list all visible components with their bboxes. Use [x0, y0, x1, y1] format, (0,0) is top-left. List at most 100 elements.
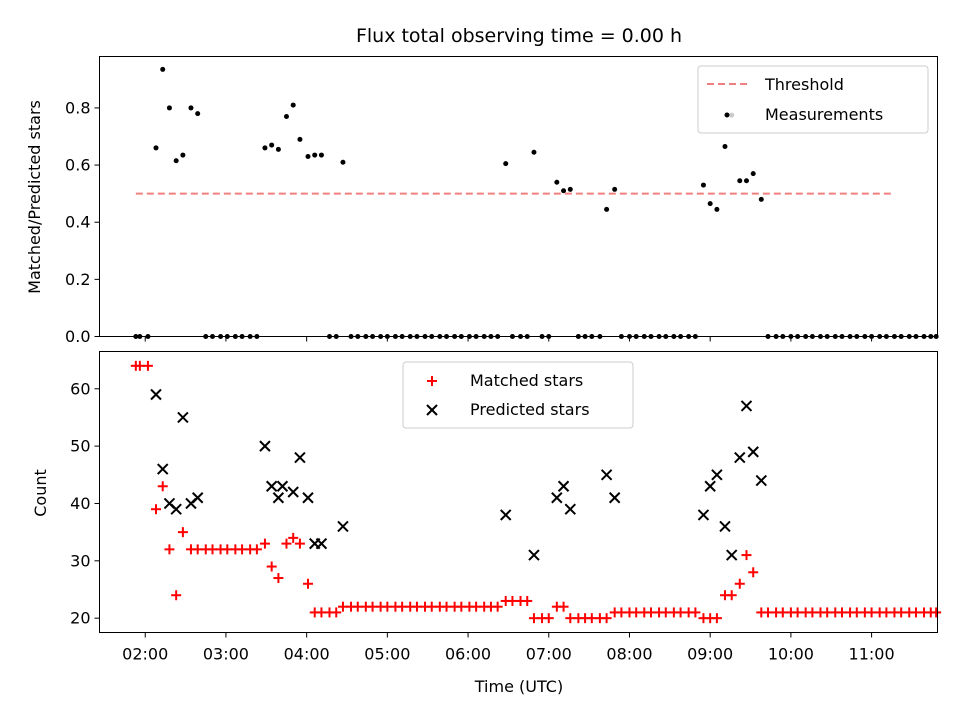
count-y-axis-label: Count	[31, 469, 50, 517]
matched-star-point	[177, 527, 188, 538]
ratio-axes: Flux total observing time = 0.00 h Match…	[25, 25, 939, 346]
x-tick-label: 11:00	[849, 645, 895, 664]
measurement-point	[612, 186, 618, 192]
measurement-point	[153, 145, 159, 151]
predicted-star-point	[697, 509, 710, 521]
predicted-star-point	[272, 492, 285, 504]
matched-star-point	[302, 578, 313, 589]
measurement-point	[160, 66, 166, 72]
matched-star-point	[522, 595, 533, 606]
measurement-point	[722, 144, 728, 149]
x-tick-label: 07:00	[526, 645, 572, 664]
matched-star-point	[492, 601, 503, 612]
matched-star-point	[288, 532, 299, 543]
matched-star-point	[748, 567, 759, 578]
predicted-star-point	[315, 537, 328, 550]
predicted-star-point	[557, 480, 570, 492]
count-plot-marks	[130, 360, 942, 624]
predicted-star-point	[719, 520, 731, 533]
count-axes-frame	[99, 351, 938, 633]
matched-star-point	[294, 538, 305, 549]
predicted-star-point	[755, 474, 767, 487]
legend-matched-label: Matched stars	[470, 371, 583, 390]
count-y-tick-label: 60	[70, 379, 90, 398]
measurement-point	[180, 152, 186, 158]
predicted-star-point	[259, 440, 271, 452]
predicted-star-point	[551, 492, 563, 504]
measurement-point	[503, 161, 509, 167]
matched-star-point	[273, 573, 284, 584]
matched-star-point	[281, 538, 292, 549]
measurement-point	[531, 149, 537, 155]
ratio-legend: Threshold Measurements	[697, 65, 929, 134]
matched-star-point	[331, 607, 342, 618]
x-axis-label: Time (UTC)	[474, 677, 563, 696]
measurement-point	[758, 196, 764, 202]
matched-star-point	[150, 504, 161, 515]
predicted-star-point	[704, 480, 716, 492]
predicted-star-point	[747, 446, 759, 458]
measurement-point	[290, 102, 296, 108]
x-tick-label: 06:00	[445, 645, 491, 664]
count-y-tick-label: 20	[70, 609, 90, 628]
measurement-point	[743, 178, 749, 184]
matched-star-point	[558, 601, 569, 612]
predicted-star-point	[276, 480, 289, 492]
count-y-tick-label: 40	[70, 494, 90, 513]
ratio-y-tick-label: 0.8	[65, 98, 90, 117]
matched-star-point	[259, 538, 270, 549]
measurement-point	[340, 159, 346, 165]
ratio-axes-frame	[99, 56, 938, 337]
x-tick-label: 04:00	[284, 645, 330, 664]
ratio-y-tick-label: 0.4	[65, 213, 90, 232]
count-axes: Count Time (UTC) 20 30 40 50 60 02:00 03:00 04:…	[31, 351, 942, 696]
ratio-y-axis-label: Matched/Predicted stars	[25, 100, 44, 294]
measurement-point	[188, 105, 194, 111]
matched-star-point	[171, 590, 182, 601]
x-tick-label: 09:00	[687, 645, 733, 664]
measurement-point	[312, 152, 318, 158]
measurement-point	[166, 105, 172, 111]
predicted-star-point	[725, 549, 738, 561]
legend-measurements-label: Measurements	[765, 105, 883, 124]
measurement-point	[283, 114, 289, 119]
legend-threshold-label: Threshold	[764, 75, 844, 94]
matched-star-point	[251, 544, 262, 555]
measurement-point	[173, 158, 179, 164]
predicted-star-point	[150, 388, 162, 401]
legend-predicted-label: Predicted stars	[470, 400, 590, 419]
predicted-star-point	[294, 451, 306, 464]
ratio-y-tick-label: 0.2	[65, 270, 90, 289]
measurement-point	[567, 186, 573, 192]
predicted-star-point	[528, 549, 540, 561]
predicted-star-point	[500, 509, 512, 521]
ratio-y-tick-label: 0.0	[65, 327, 90, 346]
measurement-point	[262, 145, 268, 151]
predicted-star-point	[711, 469, 723, 481]
predicted-star-point	[740, 400, 753, 412]
measurement-point	[275, 146, 281, 152]
matched-star-point	[543, 613, 554, 624]
predicted-star-point	[170, 503, 182, 515]
x-tick-label: 08:00	[606, 645, 652, 664]
matched-star-point	[142, 360, 153, 371]
measurement-point	[604, 206, 610, 212]
predicted-star-point	[337, 520, 349, 533]
predicted-star-point	[157, 463, 169, 475]
count-legend-box	[402, 361, 634, 429]
measurement-point	[737, 178, 743, 184]
count-y-tick-label: 30	[70, 551, 90, 570]
matched-star-point	[711, 613, 722, 624]
matched-star-point	[931, 607, 942, 618]
measurement-point	[561, 188, 567, 194]
predicted-star-point	[191, 492, 204, 504]
predicted-star-point	[177, 411, 189, 424]
count-y-tick-label: 50	[70, 437, 90, 456]
predicted-star-point	[265, 480, 278, 492]
measurement-point	[297, 136, 303, 142]
matched-star-point	[690, 607, 701, 618]
measurement-point	[750, 171, 756, 177]
measurement-point	[700, 182, 706, 188]
count-legend: Matched stars Predicted stars	[402, 361, 634, 429]
